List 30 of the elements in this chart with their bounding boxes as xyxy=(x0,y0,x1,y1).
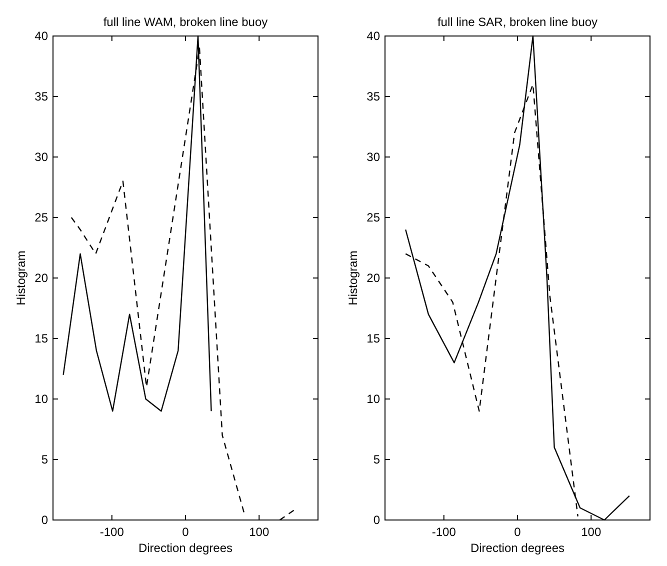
x-tick-label: 100 xyxy=(581,525,602,539)
y-axis-title: Histogram xyxy=(346,250,360,306)
y-tick-label: 25 xyxy=(34,210,48,224)
chart-title: full line SAR, broken line buoy xyxy=(437,15,598,29)
x-tick-label: 0 xyxy=(182,525,190,539)
y-tick-label: 35 xyxy=(34,90,48,104)
y-tick-label: 40 xyxy=(34,29,48,43)
y-axis-title: Histogram xyxy=(14,250,28,306)
y-tick-label: 5 xyxy=(41,452,48,466)
y-tick-label: 20 xyxy=(366,271,380,285)
x-axis-title: Direction degrees xyxy=(138,541,233,555)
y-tick-label: 15 xyxy=(34,332,48,346)
x-tick-label: 0 xyxy=(514,525,522,539)
y-tick-label: 0 xyxy=(41,513,48,527)
y-tick-label: 25 xyxy=(366,210,380,224)
x-axis-title: Direction degrees xyxy=(470,541,565,555)
chart-title: full line WAM, broken line buoy xyxy=(103,15,268,29)
y-tick-label: 10 xyxy=(366,392,380,406)
x-tick-label: 100 xyxy=(249,525,270,539)
y-tick-label: 15 xyxy=(366,332,380,346)
y-tick-label: 35 xyxy=(366,90,380,104)
x-tick-label: -100 xyxy=(432,525,456,539)
y-tick-label: 0 xyxy=(373,513,380,527)
y-tick-label: 10 xyxy=(34,392,48,406)
y-tick-label: 5 xyxy=(373,452,380,466)
x-tick-label: -100 xyxy=(100,525,124,539)
y-tick-label: 40 xyxy=(366,29,380,43)
y-tick-label: 20 xyxy=(34,271,48,285)
y-tick-label: 30 xyxy=(34,150,48,164)
y-tick-label: 30 xyxy=(366,150,380,164)
